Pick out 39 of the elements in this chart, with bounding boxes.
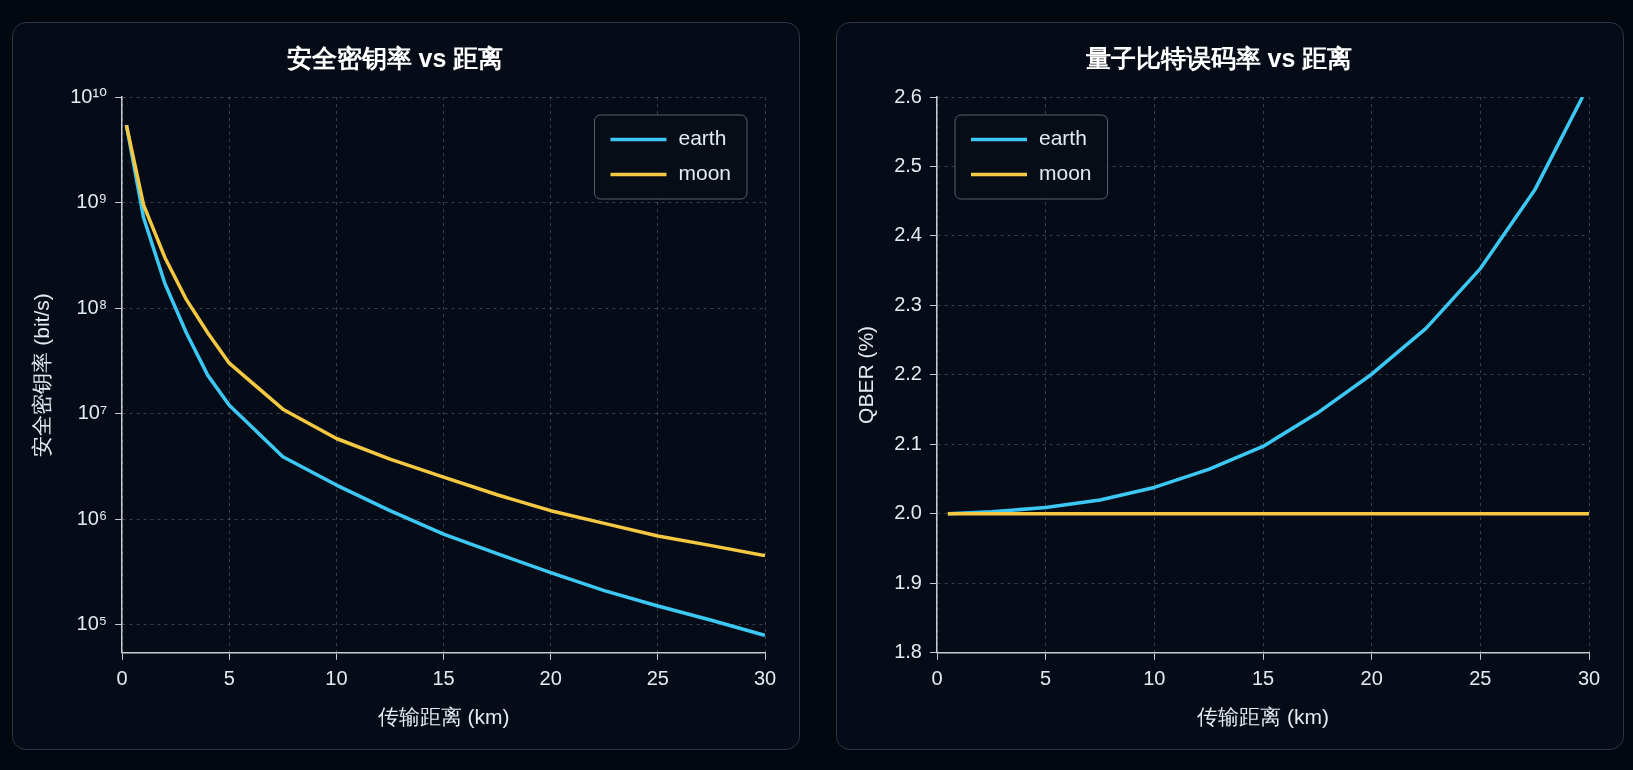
x-tick-label: 30 <box>1577 667 1601 690</box>
x-tick-label: 30 <box>753 667 777 690</box>
x-tick-label: 20 <box>1360 667 1383 690</box>
y-tick-label: 10⁶ <box>76 506 108 529</box>
legend-label: moon <box>1039 161 1092 185</box>
x-tick-label: 15 <box>432 667 455 690</box>
x-tick-label: 20 <box>539 667 562 690</box>
y-tick-label: 10⁷ <box>77 401 108 424</box>
x-tick-label: 25 <box>646 667 669 690</box>
y-tick-label: 2.6 <box>894 84 922 107</box>
y-tick-label: 10⁸ <box>76 295 108 318</box>
x-tick-label: 15 <box>1251 667 1275 690</box>
x-tick-label: 10 <box>325 667 348 690</box>
y-tick-label: 2.0 <box>894 501 922 524</box>
y-tick-label: 1.8 <box>894 640 922 663</box>
y-tick-label: 10⁵ <box>76 612 108 635</box>
y-tick-label: 2.5 <box>894 153 922 176</box>
y-tick-label: 1.9 <box>894 570 922 593</box>
x-tick-label: 25 <box>1469 667 1492 690</box>
y-axis-title: 安全密钥率 (bit/s) <box>30 293 54 457</box>
y-tick-label: 2.3 <box>894 292 922 315</box>
x-tick-label: 5 <box>1040 667 1052 690</box>
x-tick-label: 5 <box>223 667 235 690</box>
x-axis-title: 传输距离 (km) <box>1197 705 1329 729</box>
y-tick-label: 2.1 <box>894 431 922 454</box>
x-tick-label: 10 <box>1143 667 1166 690</box>
y-tick-label: 2.2 <box>894 362 922 385</box>
chart-title: 安全密钥率 vs 距离 <box>286 43 504 72</box>
y-tick-label: 10⁹ <box>76 190 108 213</box>
y-tick-label: 10¹⁰ <box>70 84 108 107</box>
legend-label: moon <box>678 161 731 185</box>
legend-label: earth <box>678 126 727 150</box>
chart-title: 量子比特误码率 vs 距离 <box>1084 43 1353 72</box>
y-tick-label: 2.4 <box>894 223 922 246</box>
x-tick-label: 0 <box>931 667 943 690</box>
x-tick-label: 0 <box>116 667 128 690</box>
x-axis-title: 传输距离 (km) <box>377 705 510 729</box>
legend-label: earth <box>1039 126 1087 150</box>
y-axis-title: QBER (%) <box>854 325 878 424</box>
